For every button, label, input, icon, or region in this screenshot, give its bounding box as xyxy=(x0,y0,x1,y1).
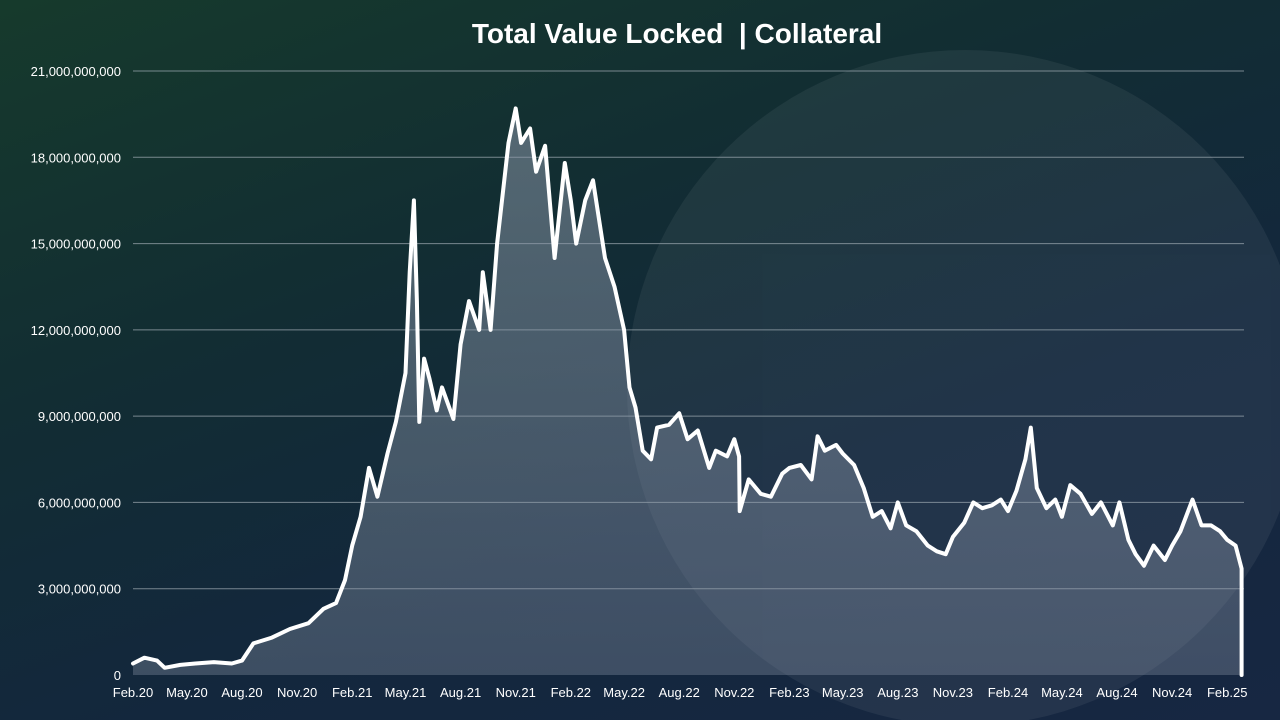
y-tick-label: 6,000,000,000 xyxy=(38,495,121,510)
x-tick-label: Feb.20 xyxy=(113,685,153,700)
y-tick-label: 0 xyxy=(114,668,121,683)
y-tick-label: 18,000,000,000 xyxy=(31,150,121,165)
x-tick-label: Aug.22 xyxy=(659,685,700,700)
y-tick-label: 12,000,000,000 xyxy=(31,323,121,338)
x-axis: Feb.20 May.20 Aug.20 Nov.20 Feb.21 May.21 Aug.… xyxy=(113,685,1248,700)
y-tick-label: 21,000,000,000 xyxy=(31,64,121,79)
chart-title: Total Value Locked | Collateral xyxy=(472,18,882,49)
x-tick-label: May.22 xyxy=(603,685,645,700)
x-tick-label: Nov.23 xyxy=(933,685,973,700)
x-tick-label: Nov.22 xyxy=(714,685,754,700)
y-tick-label: 15,000,000,000 xyxy=(31,237,121,252)
x-tick-label: Aug.20 xyxy=(221,685,262,700)
area-fill xyxy=(133,108,1242,675)
series-line-layer xyxy=(131,106,1244,677)
x-tick-label: Nov.20 xyxy=(277,685,317,700)
x-tick-label: Feb.22 xyxy=(551,685,591,700)
y-tick-label: 9,000,000,000 xyxy=(38,409,121,424)
x-tick-label: Aug.24 xyxy=(1096,685,1137,700)
x-tick-label: Feb.21 xyxy=(332,685,372,700)
x-tick-label: Nov.21 xyxy=(496,685,536,700)
y-axis: 0 3,000,000,000 6,000,000,000 9,000,000,000… xyxy=(31,64,121,683)
x-tick-label: Feb.25 xyxy=(1207,685,1247,700)
x-tick-label: May.20 xyxy=(166,685,208,700)
x-tick-label: Feb.24 xyxy=(988,685,1028,700)
x-tick-label: Nov.24 xyxy=(1152,685,1192,700)
x-tick-label: Aug.21 xyxy=(440,685,481,700)
series-area xyxy=(133,108,1242,675)
x-tick-label: Aug.23 xyxy=(877,685,918,700)
x-tick-label: Feb.23 xyxy=(769,685,809,700)
x-tick-label: May.21 xyxy=(385,685,427,700)
x-tick-label: May.23 xyxy=(822,685,864,700)
y-tick-label: 3,000,000,000 xyxy=(38,582,121,597)
x-tick-label: May.24 xyxy=(1041,685,1083,700)
